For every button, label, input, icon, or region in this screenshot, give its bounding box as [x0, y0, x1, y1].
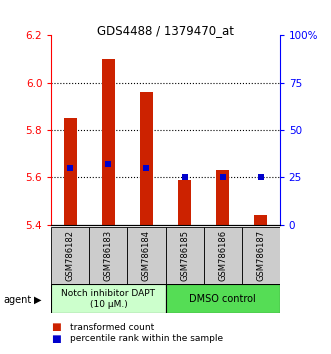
- Text: GSM786182: GSM786182: [66, 230, 75, 281]
- Text: DMSO control: DMSO control: [189, 294, 256, 304]
- FancyBboxPatch shape: [204, 227, 242, 285]
- Text: agent: agent: [3, 295, 31, 305]
- FancyBboxPatch shape: [51, 227, 89, 285]
- Bar: [102, 59, 115, 225]
- Text: ▶: ▶: [34, 295, 42, 305]
- FancyBboxPatch shape: [51, 284, 166, 313]
- Text: percentile rank within the sample: percentile rank within the sample: [70, 334, 223, 343]
- FancyBboxPatch shape: [89, 227, 127, 285]
- Text: ■: ■: [51, 322, 61, 332]
- FancyBboxPatch shape: [166, 227, 204, 285]
- Text: GSM786183: GSM786183: [104, 230, 113, 281]
- Text: GSM786185: GSM786185: [180, 230, 189, 281]
- Bar: [64, 118, 77, 225]
- Bar: [178, 180, 191, 225]
- FancyBboxPatch shape: [242, 227, 280, 285]
- Text: GDS4488 / 1379470_at: GDS4488 / 1379470_at: [97, 24, 234, 36]
- Text: GSM786184: GSM786184: [142, 230, 151, 281]
- FancyBboxPatch shape: [166, 284, 280, 313]
- FancyBboxPatch shape: [127, 227, 166, 285]
- Text: ■: ■: [51, 334, 61, 344]
- Text: GSM786187: GSM786187: [256, 230, 265, 281]
- Bar: [216, 170, 229, 225]
- Text: transformed count: transformed count: [70, 323, 154, 332]
- Bar: [140, 92, 153, 225]
- Text: GSM786186: GSM786186: [218, 230, 227, 281]
- Text: Notch inhibitor DAPT
(10 μM.): Notch inhibitor DAPT (10 μM.): [62, 289, 155, 309]
- Bar: [254, 215, 267, 225]
